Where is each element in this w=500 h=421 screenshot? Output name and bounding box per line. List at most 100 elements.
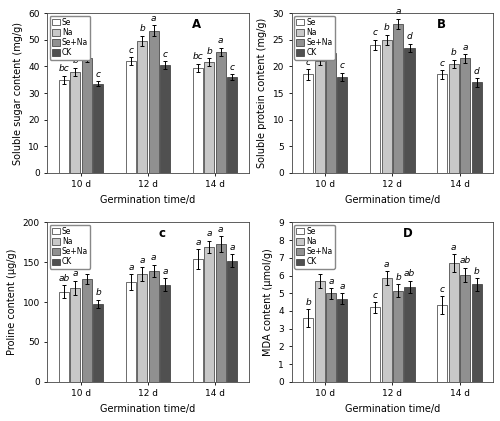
- Bar: [370, 307, 380, 382]
- Text: a: a: [206, 229, 212, 238]
- Text: bc: bc: [192, 52, 203, 61]
- Bar: [204, 247, 214, 382]
- Text: a: a: [84, 263, 89, 272]
- Text: ab: ab: [404, 269, 415, 278]
- Bar: [472, 284, 482, 382]
- Bar: [370, 45, 380, 173]
- Bar: [460, 274, 470, 382]
- Bar: [326, 293, 336, 382]
- Text: a: a: [128, 263, 134, 272]
- Text: d: d: [406, 32, 412, 41]
- Bar: [70, 72, 80, 173]
- Y-axis label: Soluble protein content (mg/g): Soluble protein content (mg/g): [257, 18, 267, 168]
- Text: a: a: [72, 269, 78, 278]
- Bar: [59, 292, 69, 382]
- Bar: [93, 304, 103, 382]
- Text: a: a: [451, 243, 456, 252]
- Bar: [438, 75, 448, 173]
- Text: b: b: [140, 24, 145, 33]
- Text: b: b: [474, 267, 480, 276]
- Text: b: b: [451, 48, 456, 57]
- X-axis label: Germination time/d: Germination time/d: [345, 404, 440, 414]
- Text: bc: bc: [58, 64, 69, 73]
- Bar: [193, 68, 203, 173]
- Text: c: c: [373, 291, 378, 300]
- Bar: [160, 65, 170, 173]
- Text: D: D: [402, 227, 412, 240]
- Y-axis label: Proline content (μg/g): Proline content (μg/g): [7, 249, 17, 355]
- Legend: Se, Na, Se+Na, CK: Se, Na, Se+Na, CK: [50, 225, 90, 269]
- Text: c: c: [158, 227, 165, 240]
- Text: b: b: [72, 56, 78, 65]
- Y-axis label: MDA content (μmol/g): MDA content (μmol/g): [263, 248, 273, 356]
- Text: A: A: [192, 18, 202, 31]
- Bar: [404, 48, 414, 173]
- Bar: [70, 288, 80, 382]
- Bar: [449, 263, 459, 382]
- Bar: [82, 59, 92, 173]
- Bar: [160, 285, 170, 382]
- Bar: [227, 261, 237, 382]
- Text: c: c: [162, 50, 168, 59]
- Bar: [460, 59, 470, 173]
- Bar: [138, 274, 147, 382]
- Text: b: b: [395, 273, 401, 282]
- Bar: [193, 259, 203, 382]
- Bar: [338, 77, 347, 173]
- Legend: Se, Na, Se+Na, CK: Se, Na, Se+Na, CK: [294, 225, 335, 269]
- Bar: [126, 282, 136, 382]
- Text: c: c: [96, 69, 100, 79]
- Text: a: a: [140, 256, 145, 265]
- Text: c: c: [128, 46, 134, 55]
- Bar: [303, 75, 313, 173]
- Bar: [382, 40, 392, 173]
- Bar: [472, 83, 482, 173]
- Bar: [227, 77, 237, 173]
- Text: a: a: [196, 238, 201, 247]
- X-axis label: Germination time/d: Germination time/d: [100, 195, 196, 205]
- Legend: Se, Na, Se+Na, CK: Se, Na, Se+Na, CK: [50, 16, 90, 59]
- Text: d: d: [474, 67, 480, 76]
- Bar: [216, 244, 226, 382]
- Text: a: a: [84, 43, 89, 52]
- Text: a: a: [328, 37, 334, 46]
- Text: a: a: [340, 282, 345, 291]
- Bar: [303, 318, 313, 382]
- Text: B: B: [436, 18, 446, 31]
- Bar: [82, 279, 92, 382]
- Text: a: a: [151, 253, 156, 262]
- Text: a: a: [317, 262, 322, 272]
- Text: a: a: [218, 36, 224, 45]
- Bar: [393, 290, 403, 382]
- Text: b: b: [306, 298, 311, 307]
- Bar: [326, 53, 336, 173]
- Bar: [314, 61, 324, 173]
- Text: c: c: [306, 58, 310, 67]
- Bar: [204, 62, 214, 173]
- Text: b: b: [384, 23, 390, 32]
- Text: a: a: [162, 267, 168, 276]
- Text: a: a: [396, 7, 401, 16]
- Bar: [59, 80, 69, 173]
- Text: ab: ab: [58, 274, 70, 283]
- Text: a: a: [384, 260, 390, 269]
- Bar: [148, 271, 159, 382]
- Text: a: a: [328, 277, 334, 285]
- Text: a: a: [230, 243, 235, 252]
- Bar: [126, 61, 136, 173]
- Legend: Se, Na, Se+Na, CK: Se, Na, Se+Na, CK: [294, 16, 335, 59]
- Text: b: b: [316, 45, 322, 54]
- Bar: [148, 31, 159, 173]
- Text: c: c: [340, 61, 345, 70]
- Bar: [449, 64, 459, 173]
- Text: a: a: [462, 43, 468, 52]
- Text: c: c: [440, 285, 445, 293]
- Text: b: b: [95, 288, 101, 297]
- Bar: [438, 305, 448, 382]
- Text: a: a: [151, 14, 156, 23]
- Text: c: c: [440, 59, 445, 68]
- Text: b: b: [206, 47, 212, 56]
- Bar: [138, 41, 147, 173]
- Bar: [404, 287, 414, 382]
- X-axis label: Germination time/d: Germination time/d: [345, 195, 440, 205]
